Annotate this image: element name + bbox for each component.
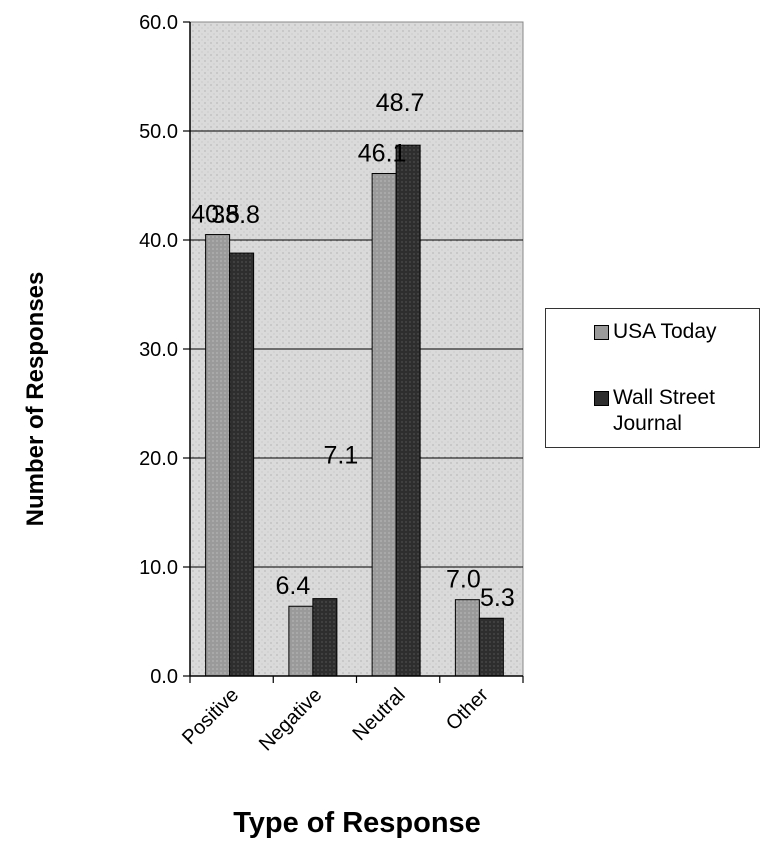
bar-negative-wsj	[312, 598, 338, 677]
bar-positive-wsj	[229, 252, 255, 677]
data-label: 48.7	[376, 89, 425, 117]
bars	[205, 144, 504, 677]
y-tick-label: 60.0	[139, 12, 178, 34]
legend-item-wsj: Wall Street Journal	[594, 385, 763, 437]
bar-other-usa-today	[454, 599, 480, 677]
legend-swatch-wsj	[594, 391, 609, 406]
legend-label-usa-today: USA Today	[613, 320, 717, 343]
y-axis-title: Number of Responses	[22, 272, 49, 527]
y-tick-label: 40.0	[139, 230, 178, 252]
legend-swatch-usa-today	[594, 325, 609, 340]
bar-other-wsj	[478, 617, 504, 677]
y-tick-label: 10.0	[139, 557, 178, 579]
x-tick-label: Other	[442, 684, 493, 735]
data-label: 7.0	[446, 566, 481, 594]
bar-neutral-wsj	[395, 144, 421, 677]
y-tick-label: 20.0	[139, 448, 178, 470]
data-label: 46.1	[358, 140, 407, 168]
x-tick-label: Negative	[255, 684, 326, 755]
data-label: 6.4	[275, 572, 310, 600]
legend-label-wsj: Wall Street Journal	[613, 386, 715, 435]
bar-neutral-usa-today	[371, 173, 397, 677]
x-tick-label: Positive	[178, 684, 243, 749]
bar-negative-usa-today	[288, 605, 314, 677]
x-tick-label: Neutral	[349, 684, 410, 745]
legend: USA Today Wall Street Journal	[545, 308, 760, 448]
data-label: 5.3	[480, 584, 515, 612]
data-label: 40.5	[191, 201, 240, 229]
legend-item-usa-today: USA Today	[594, 319, 763, 345]
y-tick-label: 50.0	[139, 121, 178, 143]
y-tick-label: 0.0	[150, 666, 178, 688]
bar-positive-usa-today	[205, 234, 231, 677]
data-label: 7.1	[323, 442, 358, 470]
data-label: 38.8	[211, 201, 260, 229]
x-axis-title: Type of Response	[233, 807, 481, 839]
axes	[183, 21, 524, 683]
y-tick-label: 30.0	[139, 339, 178, 361]
